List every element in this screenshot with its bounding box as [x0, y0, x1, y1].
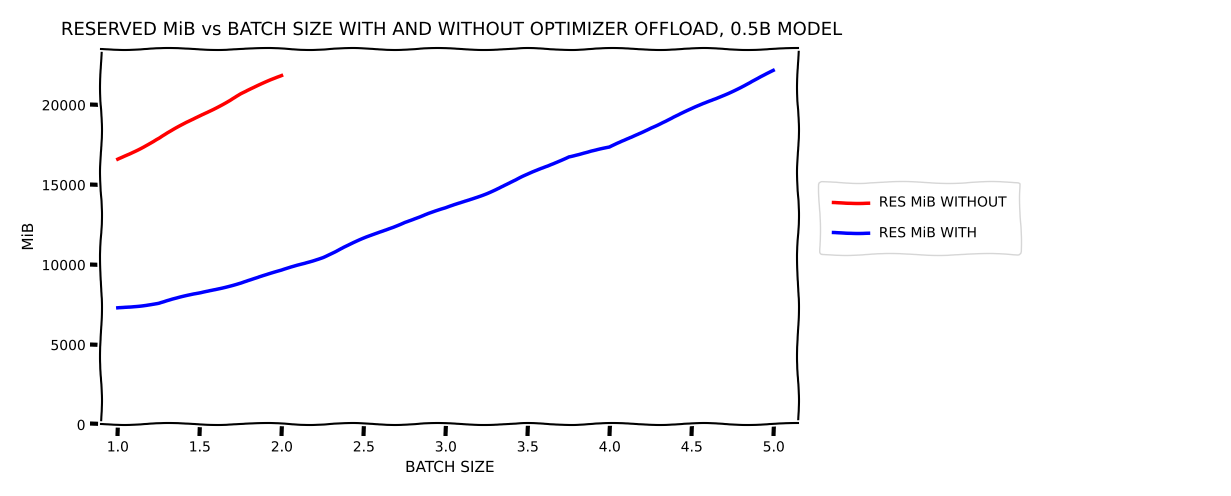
Title: RESERVED MiB vs BATCH SIZE WITH AND WITHOUT OPTIMIZER OFFLOAD, 0.5B MODEL: RESERVED MiB vs BATCH SIZE WITH AND WITH… — [60, 21, 838, 39]
RES MiB WITH — [766, 68, 780, 74]
RES MiB WITH — [315, 253, 330, 259]
RES MiB WITH — [602, 145, 617, 151]
Y-axis label: MiB: MiB — [21, 223, 36, 250]
Legend: RES MiB WITHOUT, RES MiB WITH: RES MiB WITHOUT, RES MiB WITH — [819, 182, 1020, 254]
RES MiB WITH — [521, 172, 535, 178]
RES MiB WITHOUT — [111, 156, 126, 162]
RES MiB WITHOUT — [275, 73, 289, 79]
RES MiB WITH — [192, 291, 207, 297]
RES MiB WITH — [479, 190, 494, 196]
RES MiB WITH — [151, 300, 166, 306]
X-axis label: BATCH SIZE: BATCH SIZE — [405, 460, 495, 475]
RES MiB WITH — [561, 153, 576, 159]
RES MiB WITH — [684, 107, 699, 113]
RES MiB WITHOUT — [192, 113, 207, 119]
RES MiB WITH — [438, 206, 453, 212]
RES MiB WITHOUT — [151, 135, 166, 141]
RES MiB WITH — [356, 236, 371, 242]
RES MiB WITHOUT — [234, 91, 249, 97]
RES MiB WITH — [275, 268, 289, 274]
RES MiB WITH — [111, 305, 126, 311]
RES MiB WITH — [644, 124, 659, 130]
Line: RES MiB WITH: RES MiB WITH — [118, 71, 773, 308]
RES MiB WITH — [725, 87, 740, 93]
RES MiB WITH — [398, 219, 412, 225]
RES MiB WITH — [234, 279, 249, 285]
Line: RES MiB WITHOUT: RES MiB WITHOUT — [118, 76, 282, 159]
